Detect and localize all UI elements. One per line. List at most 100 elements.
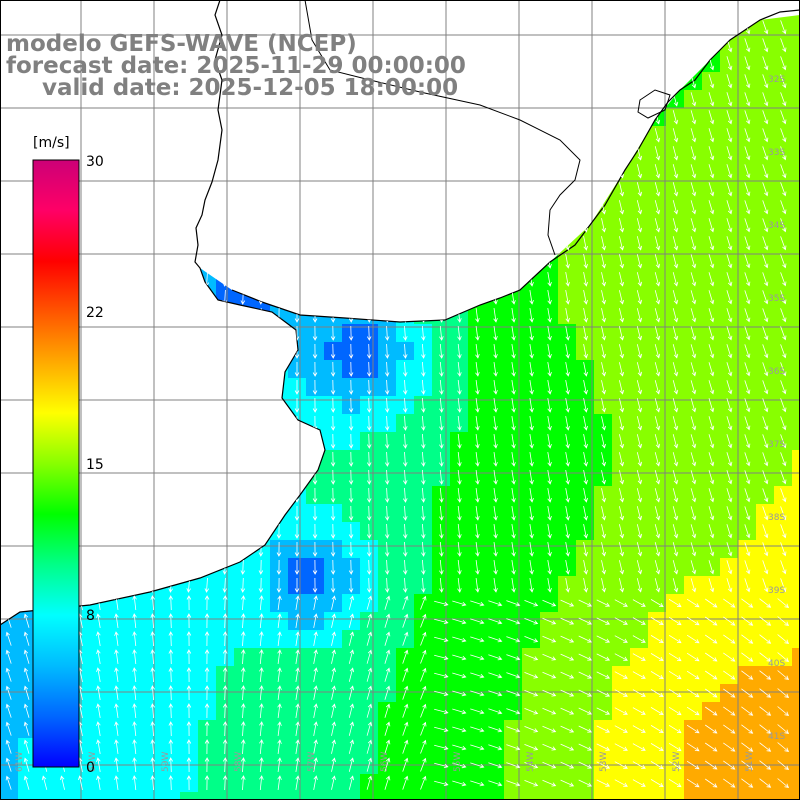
wind-arrow bbox=[560, 599, 575, 607]
wind-cell bbox=[306, 288, 324, 306]
wind-arrow bbox=[313, 685, 318, 700]
wind-arrow bbox=[457, 325, 462, 341]
wind-arrow bbox=[506, 672, 521, 679]
wind-arrow bbox=[636, 506, 643, 521]
wind-arrow bbox=[524, 690, 539, 697]
wind-arrow bbox=[686, 742, 700, 752]
wind-cell bbox=[180, 558, 198, 576]
wind-cell bbox=[234, 126, 252, 144]
wind-cell bbox=[126, 558, 144, 576]
wind-arrow bbox=[348, 703, 355, 718]
wind-arrow bbox=[601, 92, 606, 107]
wind-cell bbox=[468, 270, 486, 288]
wind-arrow bbox=[708, 380, 715, 395]
wind-arrow bbox=[114, 218, 119, 233]
wind-cell bbox=[198, 144, 216, 162]
wind-arrow bbox=[78, 128, 83, 143]
wind-cell bbox=[396, 162, 414, 180]
wind-arrow bbox=[276, 271, 282, 287]
wind-arrow bbox=[294, 218, 300, 233]
wind-arrow bbox=[704, 706, 718, 716]
wind-cell bbox=[270, 198, 288, 216]
wind-cell bbox=[162, 252, 180, 270]
wind-arrow bbox=[348, 163, 354, 179]
wind-arrow bbox=[222, 325, 228, 341]
wind-arrow bbox=[601, 416, 606, 431]
lon-label: 60W bbox=[88, 752, 98, 772]
wind-arrow bbox=[565, 488, 570, 503]
wind-arrow bbox=[511, 254, 516, 269]
wind-arrow bbox=[601, 110, 606, 125]
wind-arrow bbox=[420, 757, 427, 772]
wind-cell bbox=[558, 108, 576, 126]
wind-arrow bbox=[366, 667, 373, 682]
wind-arrow bbox=[186, 109, 191, 125]
wind-arrow bbox=[222, 415, 228, 431]
wind-cell bbox=[792, 684, 800, 702]
wind-arrow bbox=[348, 127, 354, 143]
wind-arrow bbox=[744, 146, 751, 161]
wind-arrow bbox=[421, 523, 426, 539]
wind-arrow bbox=[565, 416, 570, 431]
wind-cell bbox=[594, 180, 612, 198]
wind-cell bbox=[0, 396, 18, 414]
wind-arrow bbox=[452, 708, 467, 715]
wind-arrow bbox=[708, 398, 715, 413]
wind-arrow bbox=[762, 218, 769, 233]
wind-arrow bbox=[439, 289, 444, 305]
wind-arrow bbox=[619, 524, 625, 539]
wind-arrow bbox=[114, 254, 119, 269]
wind-cell bbox=[108, 342, 126, 360]
wind-arrow bbox=[24, 146, 29, 161]
wind-arrow bbox=[565, 344, 570, 359]
wind-cell bbox=[126, 162, 144, 180]
wind-arrow bbox=[312, 487, 318, 503]
wind-arrow bbox=[726, 236, 733, 251]
wind-cell bbox=[270, 396, 288, 414]
wind-arrow bbox=[547, 542, 552, 557]
wind-arrow bbox=[402, 631, 409, 646]
wind-arrow bbox=[488, 726, 503, 733]
wind-cell bbox=[252, 15, 270, 18]
wind-arrow bbox=[312, 343, 318, 359]
wind-arrow bbox=[150, 685, 155, 701]
wind-arrow bbox=[529, 128, 534, 143]
wind-arrow bbox=[475, 56, 480, 71]
wind-arrow bbox=[475, 200, 480, 215]
wind-arrow bbox=[708, 74, 715, 89]
wind-arrow bbox=[168, 505, 173, 521]
wind-cell bbox=[108, 306, 126, 324]
wind-arrow bbox=[668, 778, 682, 788]
wind-cell bbox=[486, 18, 504, 36]
wind-arrow bbox=[529, 236, 534, 251]
wind-arrow bbox=[654, 542, 661, 557]
wind-arrow bbox=[222, 739, 228, 755]
wind-arrow bbox=[384, 595, 391, 610]
wind-arrow bbox=[6, 452, 11, 467]
wind-arrow bbox=[726, 74, 733, 89]
wind-arrow bbox=[366, 595, 373, 610]
wind-cell bbox=[0, 540, 18, 558]
wind-arrow bbox=[434, 600, 449, 607]
wind-arrow bbox=[96, 631, 101, 646]
wind-arrow bbox=[475, 110, 480, 125]
wind-cell bbox=[144, 216, 162, 234]
wind-arrow bbox=[668, 688, 682, 698]
wind-arrow bbox=[186, 739, 192, 755]
wind-cell bbox=[144, 108, 162, 126]
wind-arrow bbox=[488, 618, 503, 625]
wind-cell bbox=[576, 126, 594, 144]
wind-cell bbox=[180, 144, 198, 162]
wind-arrow bbox=[583, 452, 588, 467]
wind-arrow bbox=[744, 182, 751, 197]
wind-cell bbox=[396, 216, 414, 234]
wind-cell bbox=[306, 216, 324, 234]
wind-cell bbox=[522, 72, 540, 90]
wind-arrow bbox=[96, 110, 101, 125]
wind-cell bbox=[792, 540, 800, 558]
wind-arrow bbox=[777, 778, 790, 789]
wind-cell bbox=[630, 36, 648, 54]
wind-arrow bbox=[565, 110, 570, 125]
wind-arrow bbox=[384, 235, 390, 251]
